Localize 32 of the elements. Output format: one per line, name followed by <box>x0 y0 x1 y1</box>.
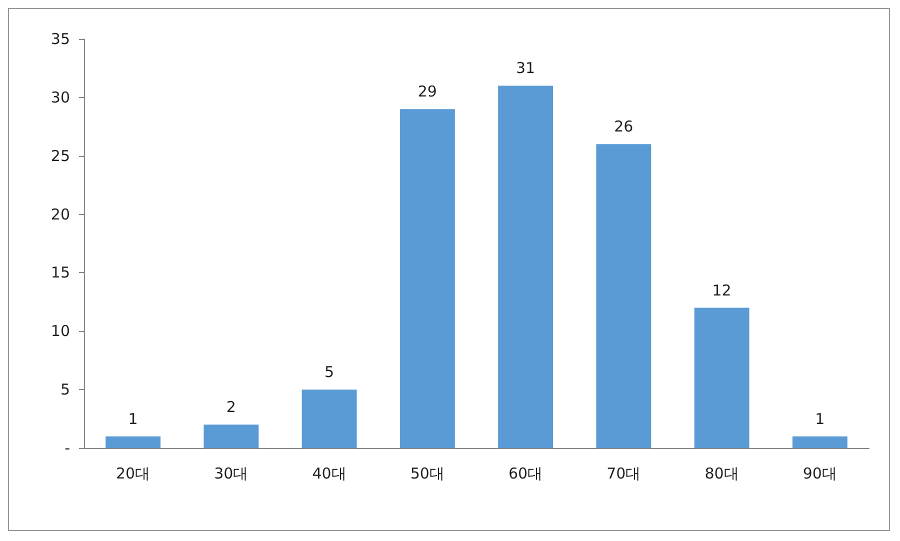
x-tick-label: 30대 <box>214 464 248 482</box>
bar <box>694 308 750 448</box>
data-label: 31 <box>516 59 536 78</box>
x-tick-label: 90대 <box>802 464 837 482</box>
data-label: 5 <box>324 363 334 382</box>
bar <box>498 86 554 448</box>
x-tick-label: 40대 <box>312 464 346 482</box>
data-label: 1 <box>128 410 138 428</box>
y-tick-label: 25 <box>50 146 70 165</box>
x-tick-label: 70대 <box>606 464 641 482</box>
data-label: 2 <box>226 398 236 416</box>
data-label: 1 <box>815 410 825 428</box>
bar <box>302 390 357 448</box>
x-tick-label: 80대 <box>704 464 739 482</box>
x-tick-label: 20대 <box>116 464 150 482</box>
bar <box>106 436 161 448</box>
y-tick-label: 10 <box>50 322 70 340</box>
y-tick-label: 20 <box>50 205 70 224</box>
x-tick-label: 50대 <box>410 464 444 482</box>
bar <box>792 436 848 448</box>
bar <box>204 424 259 448</box>
y-tick-label: 5 <box>60 380 70 399</box>
y-tick-label: 15 <box>50 264 70 282</box>
y-tick-label: 30 <box>50 88 70 106</box>
x-tick-label: 60대 <box>508 464 543 482</box>
data-label: 29 <box>418 82 437 101</box>
y-tick-label: 35 <box>50 30 70 48</box>
y-tick-label: - <box>64 439 70 457</box>
bar <box>400 109 455 448</box>
bar <box>596 144 652 448</box>
data-label: 12 <box>712 281 732 300</box>
data-label: 26 <box>614 118 634 136</box>
